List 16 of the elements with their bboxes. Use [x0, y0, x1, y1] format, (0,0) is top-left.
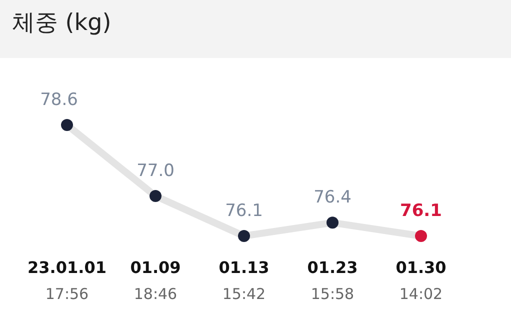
data-label: 78.6 [40, 90, 78, 110]
chart-title: 체중 (kg) [12, 10, 112, 36]
data-label: 76.1 [225, 201, 263, 221]
point [326, 216, 338, 229]
point [238, 230, 250, 242]
x-tick-label: 01.23 15:58 [307, 258, 358, 303]
point [150, 190, 162, 202]
x-tick-label: 01.30 14:02 [396, 258, 446, 303]
point [415, 230, 427, 242]
data-label: 76.1 [400, 201, 442, 221]
x-tick-label: 01.09 18:46 [130, 258, 181, 303]
data-label: 77.0 [136, 161, 174, 182]
x-tick-label: 23.01.01 17:56 [28, 258, 106, 303]
point [61, 119, 73, 131]
data-label: 76.4 [314, 188, 352, 208]
x-tick-label: 01.13 15:42 [218, 258, 270, 303]
